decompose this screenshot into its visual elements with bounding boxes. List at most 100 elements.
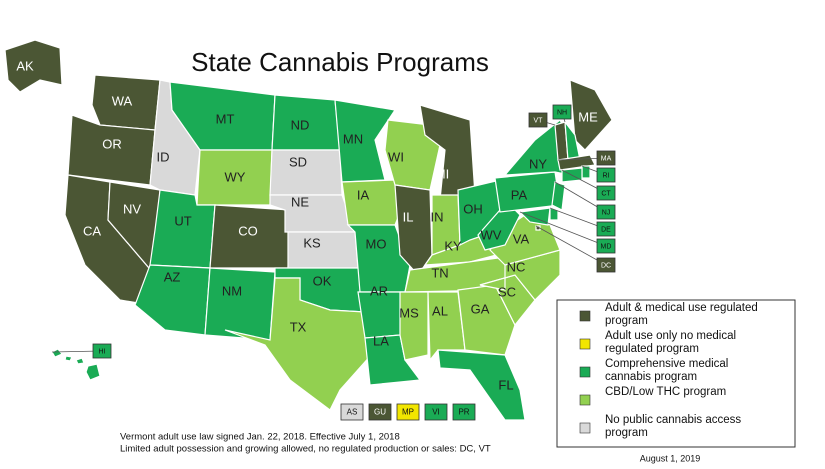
state-label: DC bbox=[601, 262, 611, 269]
state-shape bbox=[427, 291, 466, 362]
state-label: TX bbox=[290, 319, 307, 334]
state-label: WI bbox=[388, 149, 404, 164]
state-label: NV bbox=[123, 201, 141, 216]
callout-box bbox=[92, 343, 112, 359]
territory-box bbox=[340, 403, 364, 421]
legend-item: Adult & medical use regulated program bbox=[605, 302, 758, 327]
state-shape bbox=[134, 264, 211, 336]
state-shape bbox=[51, 348, 101, 381]
legend-swatch bbox=[579, 394, 591, 406]
legend-swatch bbox=[579, 338, 591, 350]
territory-box bbox=[396, 403, 420, 421]
state-label: MT bbox=[216, 111, 235, 126]
state-shape bbox=[551, 181, 566, 211]
callout-box bbox=[596, 167, 616, 183]
states bbox=[4, 39, 613, 421]
state-shape bbox=[357, 291, 406, 339]
state-label: NE bbox=[291, 194, 309, 209]
legend-item: CBD/Low THC program bbox=[605, 386, 726, 398]
state-shape bbox=[479, 249, 561, 301]
state-label: FL bbox=[498, 377, 513, 392]
date: August 1, 2019 bbox=[640, 453, 701, 463]
state-shape bbox=[569, 79, 613, 151]
legend-swatch bbox=[579, 310, 591, 322]
state-label: NM bbox=[222, 283, 242, 298]
state-label: NH bbox=[557, 109, 567, 116]
state-label: MD bbox=[601, 243, 612, 250]
state-label: MO bbox=[366, 236, 387, 251]
state-label: CT bbox=[601, 190, 611, 197]
callout-box bbox=[528, 112, 548, 128]
state-label: ME bbox=[578, 109, 598, 124]
state-label: TN bbox=[431, 265, 448, 280]
state-label: ND bbox=[291, 117, 310, 132]
state-label: GA bbox=[471, 301, 490, 316]
state-label: OK bbox=[313, 273, 332, 288]
state-label: SD bbox=[289, 154, 307, 169]
callout-box bbox=[596, 221, 616, 237]
territory-box bbox=[424, 403, 448, 421]
territory-label: GU bbox=[374, 408, 386, 417]
state-label: AL bbox=[432, 303, 448, 318]
state-label: IL bbox=[403, 209, 414, 224]
state-label: MN bbox=[343, 131, 363, 146]
legend-label: Adult use only no medical regulated prog… bbox=[605, 330, 737, 355]
state-label: ID bbox=[157, 149, 170, 164]
legend-swatch bbox=[579, 366, 591, 378]
callout-line bbox=[519, 211, 607, 247]
legend-label: Comprehensive medical cannabis program bbox=[605, 358, 729, 383]
legend-box bbox=[556, 299, 796, 448]
callout-box bbox=[596, 185, 616, 201]
territory-label: VI bbox=[432, 408, 440, 417]
state-label: AZ bbox=[164, 269, 181, 284]
state-shape bbox=[287, 231, 359, 269]
state-label: NY bbox=[529, 156, 547, 171]
state-label: VA bbox=[513, 231, 530, 246]
state-shape bbox=[204, 267, 276, 341]
state-shape bbox=[364, 334, 422, 386]
legend-label: No public cannabis access program bbox=[605, 414, 742, 439]
state-label: IN bbox=[431, 209, 444, 224]
state-label: NJ bbox=[602, 209, 611, 216]
state-shape bbox=[437, 349, 526, 421]
state-label: UT bbox=[174, 213, 191, 228]
state-label: DE bbox=[601, 226, 611, 233]
callout-box bbox=[596, 257, 616, 273]
territory-label: AS bbox=[347, 408, 358, 417]
state-shape bbox=[334, 99, 397, 183]
state-label: AR bbox=[370, 283, 388, 298]
state-label: OH bbox=[463, 201, 483, 216]
state-label: CO bbox=[238, 223, 258, 238]
footnote: Limited adult possession and growing all… bbox=[120, 444, 491, 455]
state-label: CA bbox=[83, 223, 101, 238]
state-label: KS bbox=[303, 235, 321, 250]
state-label: PA bbox=[511, 187, 528, 202]
title: State Cannabis Programs bbox=[191, 47, 489, 77]
callout-line bbox=[535, 225, 607, 266]
legend-item: Adult use only no medical regulated prog… bbox=[605, 330, 737, 355]
territory-label: PR bbox=[458, 408, 469, 417]
state-label: IA bbox=[357, 187, 370, 202]
state-label: SC bbox=[498, 284, 516, 299]
legend-item: Comprehensive medical cannabis program bbox=[605, 358, 729, 383]
territory-box bbox=[368, 403, 392, 421]
state-label: MA bbox=[601, 155, 612, 162]
state-label: LA bbox=[373, 333, 389, 348]
footnote: Vermont adult use law signed Jan. 22, 20… bbox=[120, 432, 400, 443]
state-label: VT bbox=[534, 117, 544, 124]
state-label: WA bbox=[112, 93, 133, 108]
state-shape bbox=[549, 207, 559, 221]
state-label: WY bbox=[225, 169, 246, 184]
state-label: NC bbox=[507, 259, 526, 274]
state-label: HI bbox=[99, 348, 106, 355]
state-label: WV bbox=[481, 227, 502, 242]
callout-box bbox=[596, 238, 616, 254]
state-label: MS bbox=[399, 305, 419, 320]
legend-swatch bbox=[579, 422, 591, 434]
legend-item: No public cannabis access program bbox=[605, 414, 742, 439]
callout-box bbox=[552, 104, 572, 120]
state-shape bbox=[399, 291, 429, 361]
state-shape bbox=[224, 277, 381, 411]
state-shape bbox=[4, 39, 63, 93]
